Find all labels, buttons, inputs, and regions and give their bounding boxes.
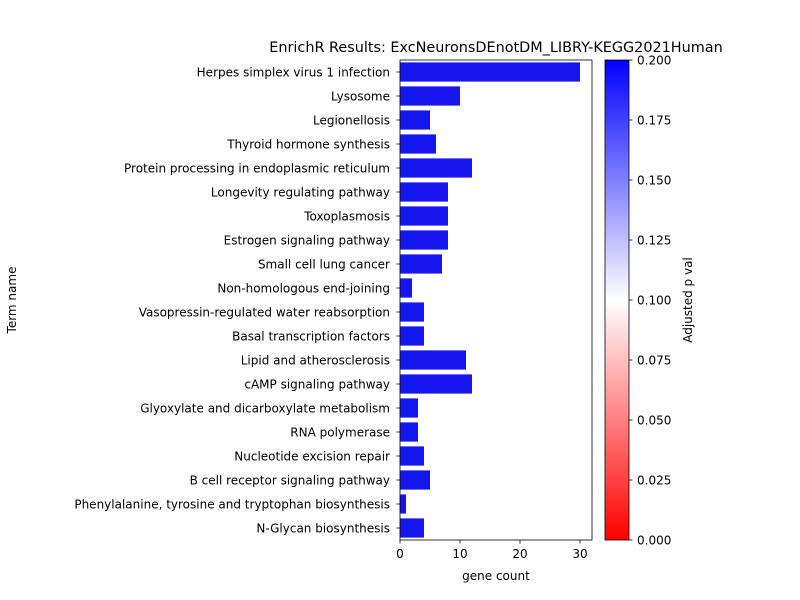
colorbar-ticks: 0.000 0.025 0.050 0.075 0.100 0.125 0.150 0.175… [629, 54, 671, 548]
bar [400, 422, 418, 442]
y-tick-label: Lipid and atherosclerosis [241, 354, 390, 368]
colorbar-tick-label: 0.200 [637, 54, 671, 68]
bar [400, 302, 424, 322]
y-tick-label: Phenylalanine, tyrosine and tryptophan b… [74, 498, 390, 512]
y-tick-label: Thyroid hormone synthesis [226, 138, 390, 152]
bar [400, 254, 442, 274]
bar [400, 206, 448, 226]
y-tick-label: Herpes simplex virus 1 infection [197, 66, 390, 80]
bar [400, 182, 448, 202]
y-tick-label: Vasopressin-regulated water reabsorption [139, 306, 390, 320]
colorbar-tick-label: 0.050 [637, 414, 671, 428]
colorbar: 0.000 0.025 0.050 0.075 0.100 0.125 0.150 0.175… [604, 54, 695, 548]
y-axis-label: Term name [5, 267, 19, 335]
colorbar-tick-label: 0.125 [637, 234, 671, 248]
y-tick-label: Protein processing in endoplasmic reticu… [124, 162, 390, 176]
bar [400, 470, 430, 490]
x-axis-label: gene count [462, 569, 530, 583]
y-tick-label: cAMP signaling pathway [244, 378, 390, 392]
y-tick-label: Non-homologous end-joining [217, 282, 390, 296]
bar [400, 158, 472, 178]
bar [400, 326, 424, 346]
bar [400, 278, 412, 298]
colorbar-tick-label: 0.150 [637, 174, 671, 188]
bar [400, 374, 472, 394]
y-tick-label: Longevity regulating pathway [211, 186, 390, 200]
y-tick-label: Legionellosis [313, 114, 390, 128]
y-tick-label: Basal transcription factors [232, 330, 390, 344]
y-tick-label: Lysosome [331, 90, 390, 104]
x-tick-label: 10 [452, 547, 467, 561]
colorbar-label: Adjusted p val [681, 257, 695, 343]
chart-title: EnrichR Results: ExcNeuronsDEnotDM_LIBRY… [269, 40, 722, 56]
y-tick-label: B cell receptor signaling pathway [190, 474, 390, 488]
bar [400, 494, 406, 514]
y-tick-label: Small cell lung cancer [258, 258, 390, 272]
colorbar-gradient [604, 59, 630, 541]
x-tick-label: 0 [396, 547, 404, 561]
bar [400, 134, 436, 154]
bar [400, 518, 424, 538]
y-tick-label: N-Glycan biosynthesis [256, 522, 390, 536]
y-tick-label: Nucleotide excision repair [234, 450, 390, 464]
colorbar-tick-label: 0.000 [637, 534, 671, 548]
y-tick-label: Glyoxylate and dicarboxylate metabolism [140, 402, 390, 416]
bar [400, 230, 448, 250]
y-tick-label: Toxoplasmosis [303, 210, 390, 224]
y-tick-label: RNA polymerase [290, 426, 390, 440]
x-axis-ticks: 0 10 20 30 [396, 540, 588, 561]
colorbar-tick-label: 0.100 [637, 294, 671, 308]
bar [400, 86, 460, 106]
colorbar-tick-label: 0.075 [637, 354, 671, 368]
bar [400, 350, 466, 370]
bar [400, 446, 424, 466]
y-tick-label: Estrogen signaling pathway [224, 234, 390, 248]
bar [400, 110, 430, 130]
x-tick-label: 20 [512, 547, 527, 561]
plot-frame [399, 59, 593, 541]
colorbar-tick-label: 0.025 [637, 474, 671, 488]
x-tick-label: 30 [572, 547, 587, 561]
colorbar-tick-label: 0.175 [637, 114, 671, 128]
bar [400, 62, 580, 82]
y-tick-labels: Herpes simplex virus 1 infection Lysosome… [74, 66, 400, 536]
bar [400, 398, 418, 418]
bar-group [400, 62, 580, 538]
